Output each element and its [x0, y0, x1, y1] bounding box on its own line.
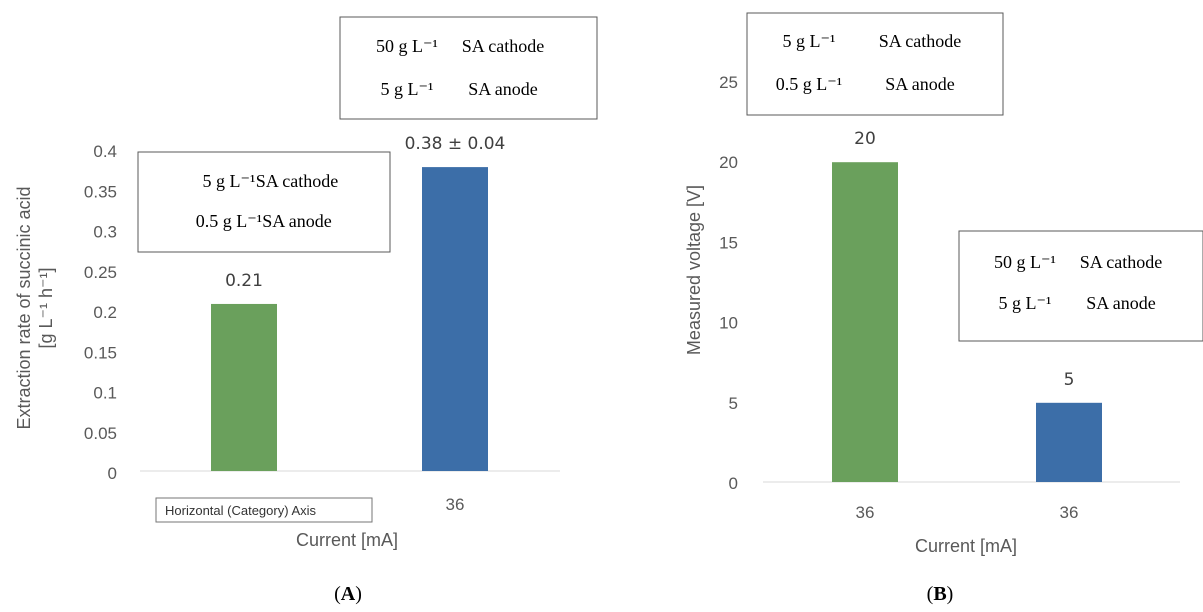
y-axis-unit: [g L⁻¹ h⁻¹] [36, 267, 56, 348]
x-tick-label: 36 [1060, 503, 1079, 522]
chart-panel-b: 0 5 10 15 20 25 20 36 5 36 Current [mA] Measured vo… [684, 12, 1203, 605]
panel-label: (B) [927, 583, 954, 605]
data-label: 20 [854, 129, 876, 149]
chart-panel-a: 0 0.05 0.1 0.15 0.2 0.25 0.3 0.35 0.4 0.21 36 0.38 … [14, 16, 598, 605]
annotation-concentration: 5 g L⁻¹ [783, 31, 836, 51]
y-tick-label: 0.4 [93, 142, 117, 161]
y-tick-label: 15 [719, 233, 738, 252]
data-label: 0.38 ± 0.04 [405, 134, 506, 154]
annotation-box [137, 151, 391, 253]
x-axis-title: Current [mA] [915, 536, 1017, 556]
x-axis-title: Current [mA] [296, 530, 398, 550]
annotation-concentration: 5 g L⁻¹ [999, 293, 1052, 313]
panel-label-letter: B [933, 583, 946, 605]
bar [1036, 402, 1102, 482]
data-label: 5 [1064, 370, 1075, 390]
annotation-box [746, 12, 1004, 116]
annotation-electrode: SA cathode [256, 171, 339, 191]
axis-tooltip [155, 497, 373, 523]
panel-label-close: ) [947, 583, 954, 605]
annotation-electrode: SA cathode [879, 31, 962, 51]
data-label: 0.21 [225, 271, 263, 291]
y-tick-label: 0.3 [93, 223, 117, 242]
bar [211, 303, 277, 471]
x-tick-label: 36 [446, 495, 465, 514]
panel-label-letter: A [341, 583, 356, 605]
bar [422, 167, 488, 471]
y-axis-title: Measured voltage [V] [684, 185, 704, 355]
y-tick-label: 0.25 [84, 263, 117, 282]
annotation-box [339, 16, 598, 120]
annotation-electrode: SA anode [468, 79, 538, 99]
y-tick-label: 0 [729, 474, 738, 493]
annotation-concentration: 50 g L⁻¹ [994, 252, 1056, 272]
y-axis-title: Extraction rate of succinic acid [14, 186, 34, 429]
annotation-electrode: SA anode [885, 74, 955, 94]
annotation-concentration: 50 g L⁻¹ [376, 36, 438, 56]
y-tick-label: 5 [729, 394, 738, 413]
y-tick-label: 0.15 [84, 343, 117, 362]
annotation-concentration: 5 g L⁻¹ [381, 79, 434, 99]
x-tick-label: 36 [856, 503, 875, 522]
annotation-electrode: SA cathode [462, 36, 545, 56]
axis-tooltip-text: Horizontal (Category) Axis [165, 503, 316, 518]
panel-label: (A) [334, 583, 362, 605]
panel-label-open: ( [334, 583, 341, 605]
panel-label-open: ( [927, 583, 934, 605]
annotation-electrode: SA anode [1086, 293, 1156, 313]
annotation-concentration: 5 g L⁻¹ [203, 171, 256, 191]
y-tick-label: 10 [719, 314, 738, 333]
y-tick-label: 0.35 [84, 182, 117, 201]
y-tick-label: 0.05 [84, 424, 117, 443]
y-tick-label: 25 [719, 73, 738, 92]
annotation-concentration: 0.5 g L⁻¹ [776, 74, 842, 94]
y-tick-label: 0.2 [93, 303, 117, 322]
y-tick-label: 0 [108, 464, 117, 483]
y-tick-label: 0.1 [93, 384, 117, 403]
annotation-electrode: SA cathode [1080, 252, 1163, 272]
panel-label-close: ) [355, 583, 362, 605]
y-tick-label: 20 [719, 153, 738, 172]
annotation-electrode: SA anode [262, 211, 332, 231]
annotation-box [958, 230, 1203, 342]
annotation-concentration: 0.5 g L⁻¹ [196, 211, 262, 231]
bar [832, 162, 898, 482]
